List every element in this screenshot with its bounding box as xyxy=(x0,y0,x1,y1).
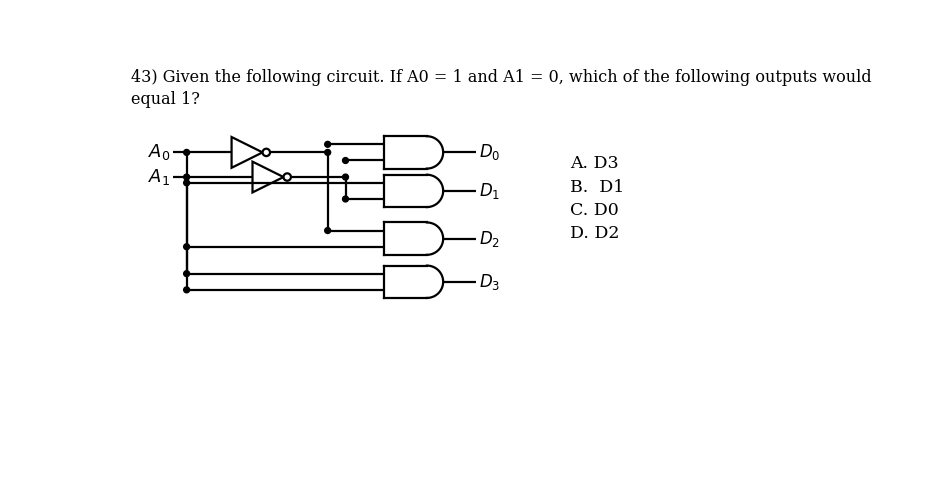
Text: equal 1?: equal 1? xyxy=(131,91,200,108)
Text: $D_0$: $D_0$ xyxy=(479,142,500,163)
Circle shape xyxy=(342,174,349,180)
Text: A. D3: A. D3 xyxy=(570,156,619,172)
Text: $D_1$: $D_1$ xyxy=(479,181,500,201)
Text: C. D0: C. D0 xyxy=(570,202,619,218)
Circle shape xyxy=(183,270,190,276)
Circle shape xyxy=(342,158,349,164)
Circle shape xyxy=(263,148,270,156)
Text: $D_2$: $D_2$ xyxy=(479,228,500,248)
Circle shape xyxy=(183,180,190,186)
Circle shape xyxy=(283,174,291,180)
Text: B.  D1: B. D1 xyxy=(570,178,625,196)
Text: $A_1$: $A_1$ xyxy=(148,167,170,187)
Text: D. D2: D. D2 xyxy=(570,225,620,242)
Text: $A_0$: $A_0$ xyxy=(148,142,170,163)
Circle shape xyxy=(183,174,190,180)
Circle shape xyxy=(324,228,331,234)
Circle shape xyxy=(183,287,190,293)
Text: 43) Given the following circuit. If A0 = 1 and A1 = 0, which of the following ou: 43) Given the following circuit. If A0 =… xyxy=(131,69,871,86)
Circle shape xyxy=(324,142,331,147)
Circle shape xyxy=(342,196,349,202)
Circle shape xyxy=(324,150,331,156)
Circle shape xyxy=(183,244,190,250)
Circle shape xyxy=(183,150,190,156)
Text: $D_3$: $D_3$ xyxy=(479,272,500,292)
